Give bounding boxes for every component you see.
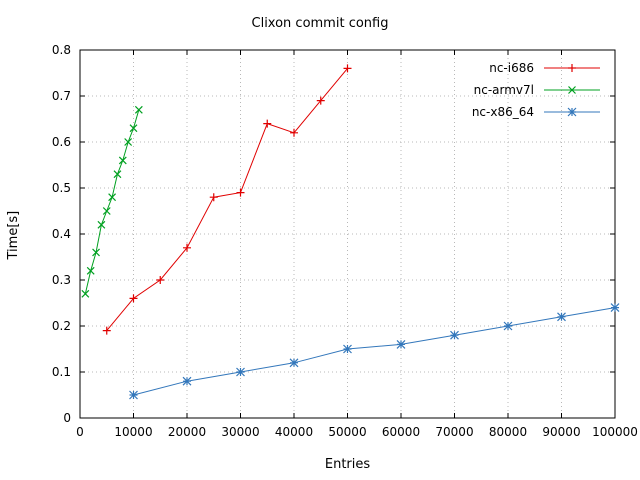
series-marker-nc-x86_64 <box>182 376 192 386</box>
series-marker-nc-armv7l <box>113 170 122 179</box>
series-marker-nc-armv7l <box>92 248 100 257</box>
x-tick-label: 100000 <box>592 425 638 439</box>
x-tick-label: 90000 <box>542 425 580 439</box>
series-marker-nc-x86_64 <box>289 358 299 368</box>
series-line-nc-armv7l <box>84 109 140 294</box>
series-marker-nc-armv7l <box>124 138 133 146</box>
series-marker-nc-x86_64 <box>503 321 513 331</box>
x-tick-label: 40000 <box>275 425 313 439</box>
series-marker-nc-armv7l <box>81 289 90 298</box>
series-marker-nc-i686 <box>156 276 165 284</box>
series-marker-nc-i686 <box>236 188 245 197</box>
series-line-nc-i686 <box>106 68 348 331</box>
series-marker-nc-i686 <box>102 326 111 335</box>
series-marker-nc-i686 <box>183 243 191 252</box>
y-axis-label: Time[s] <box>6 210 21 260</box>
series-marker-nc-armv7l <box>102 207 111 215</box>
series-marker-nc-armv7l <box>129 124 138 133</box>
legend-label-nc-x86_64: nc-x86_64 <box>472 105 534 119</box>
series-marker-nc-x86_64 <box>610 303 620 313</box>
series-marker-nc-armv7l <box>108 193 117 202</box>
series-marker-nc-x86_64 <box>343 344 352 354</box>
chart-title: Clixon commit config <box>251 16 389 31</box>
series-marker-nc-i686 <box>343 64 352 73</box>
x-tick-label: 30000 <box>221 425 259 439</box>
legend-sample-marker-nc-x86_64 <box>567 107 577 117</box>
x-tick-label: 60000 <box>382 425 420 439</box>
x-tick-label: 70000 <box>435 425 473 439</box>
y-tick-label: 0.2 <box>52 319 71 333</box>
x-tick-label: 20000 <box>168 425 206 439</box>
series-marker-nc-armv7l <box>134 105 143 114</box>
legend-label-nc-armv7l: nc-armv7l <box>474 83 534 97</box>
series-marker-nc-x86_64 <box>557 312 566 322</box>
series-marker-nc-armv7l <box>97 220 106 229</box>
y-tick-label: 0.7 <box>52 89 71 103</box>
y-tick-label: 0.8 <box>52 43 71 57</box>
series-marker-nc-x86_64 <box>396 339 406 349</box>
series-marker-nc-armv7l <box>86 266 95 275</box>
series-marker-nc-i686 <box>290 128 298 137</box>
legend-label-nc-i686: nc-i686 <box>489 61 534 75</box>
series-marker-nc-i686 <box>316 96 325 105</box>
legend-sample-marker-nc-armv7l <box>568 86 576 94</box>
x-tick-label: 0 <box>76 425 84 439</box>
x-axis-label: Entries <box>324 457 371 472</box>
x-tick-label: 80000 <box>489 425 527 439</box>
series-marker-nc-x86_64 <box>450 330 459 340</box>
x-tick-label: 10000 <box>114 425 152 439</box>
y-tick-label: 0.3 <box>52 273 71 287</box>
x-tick-label: 50000 <box>328 425 366 439</box>
legend-sample-marker-nc-i686 <box>568 64 576 72</box>
y-tick-label: 0.5 <box>52 181 71 195</box>
series-marker-nc-x86_64 <box>236 367 245 377</box>
series-marker-nc-x86_64 <box>129 390 138 400</box>
series-marker-nc-i686 <box>263 119 272 128</box>
y-tick-label: 0 <box>63 411 71 425</box>
series-marker-nc-i686 <box>129 294 138 303</box>
y-tick-label: 0.1 <box>52 365 71 379</box>
series-marker-nc-armv7l <box>118 156 127 165</box>
y-tick-label: 0.4 <box>52 227 71 241</box>
series-marker-nc-i686 <box>209 193 218 202</box>
y-tick-label: 0.6 <box>52 135 71 149</box>
series-line-nc-x86_64 <box>133 307 616 396</box>
